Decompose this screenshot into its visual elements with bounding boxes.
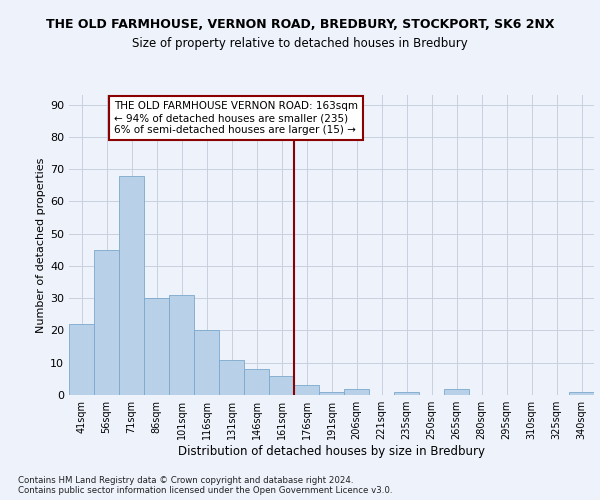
Bar <box>169 295 194 395</box>
X-axis label: Distribution of detached houses by size in Bredbury: Distribution of detached houses by size … <box>178 445 485 458</box>
Bar <box>194 330 219 395</box>
Bar <box>344 388 369 395</box>
Bar <box>294 386 319 395</box>
Bar <box>319 392 344 395</box>
Bar <box>244 369 269 395</box>
Bar <box>119 176 144 395</box>
Bar <box>569 392 594 395</box>
Bar <box>219 360 244 395</box>
Text: THE OLD FARMHOUSE VERNON ROAD: 163sqm
← 94% of detached houses are smaller (235): THE OLD FARMHOUSE VERNON ROAD: 163sqm ← … <box>114 102 358 134</box>
Y-axis label: Number of detached properties: Number of detached properties <box>36 158 46 332</box>
Bar <box>444 388 469 395</box>
Bar <box>269 376 294 395</box>
Text: THE OLD FARMHOUSE, VERNON ROAD, BREDBURY, STOCKPORT, SK6 2NX: THE OLD FARMHOUSE, VERNON ROAD, BREDBURY… <box>46 18 554 30</box>
Text: Size of property relative to detached houses in Bredbury: Size of property relative to detached ho… <box>132 38 468 51</box>
Bar <box>94 250 119 395</box>
Bar <box>69 324 94 395</box>
Text: Contains HM Land Registry data © Crown copyright and database right 2024.
Contai: Contains HM Land Registry data © Crown c… <box>18 476 392 495</box>
Bar <box>144 298 169 395</box>
Bar <box>394 392 419 395</box>
